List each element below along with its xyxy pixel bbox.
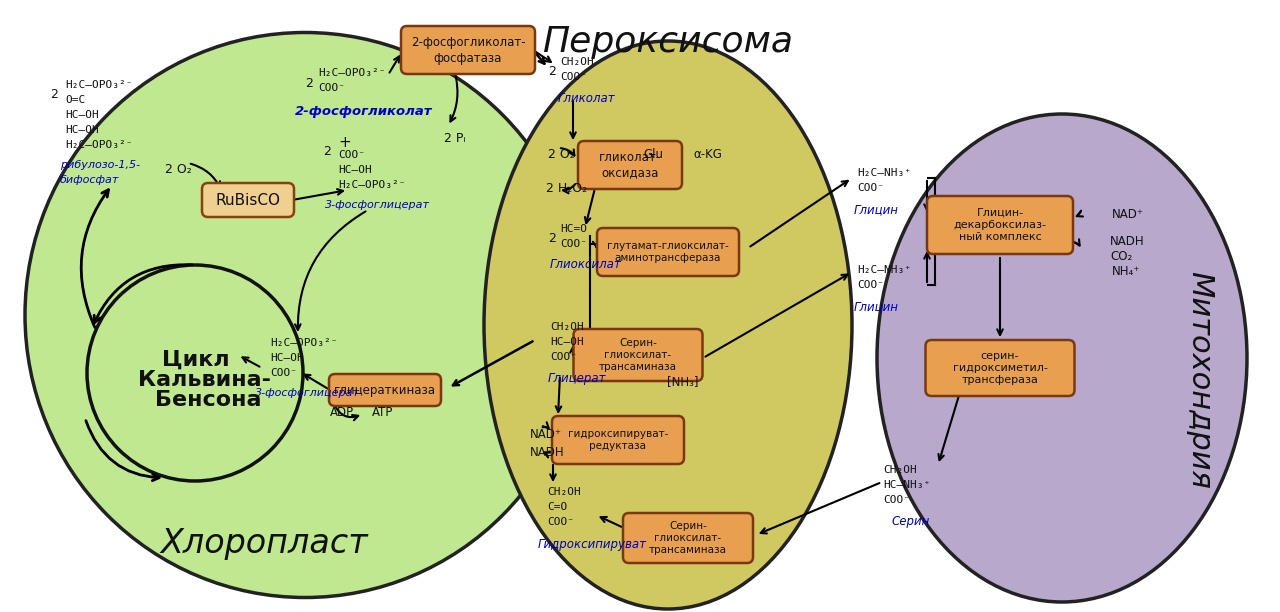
Text: Кальвина-: Кальвина-	[138, 370, 271, 390]
Text: CH₂OH: CH₂OH	[561, 57, 594, 67]
FancyBboxPatch shape	[573, 329, 703, 381]
Text: Глицерат: Глицерат	[548, 372, 607, 385]
Text: HC—OH: HC—OH	[65, 110, 99, 120]
Text: Глицин-
декарбоксилаз-
ный комплекс: Глицин- декарбоксилаз- ный комплекс	[954, 207, 1047, 242]
Text: COO⁻: COO⁻	[547, 517, 573, 527]
Text: Митохондрия: Митохондрия	[1185, 271, 1215, 489]
Text: H₂C—OPO₃²⁻: H₂C—OPO₃²⁻	[317, 68, 385, 78]
Text: 2-фосфогликолат: 2-фосфогликолат	[294, 105, 433, 118]
Text: 2: 2	[548, 232, 556, 245]
Text: HC—OH: HC—OH	[65, 125, 99, 135]
Text: H₂C—OPO₃²⁻: H₂C—OPO₃²⁻	[65, 140, 133, 150]
FancyBboxPatch shape	[596, 228, 739, 276]
Text: Серин-
глиоксилат-
трансаминаза: Серин- глиоксилат- трансаминаза	[649, 521, 727, 556]
Text: HC—OH: HC—OH	[270, 353, 303, 363]
Text: NAD⁺: NAD⁺	[530, 428, 562, 441]
Text: 2: 2	[50, 88, 58, 101]
Text: глутамат-глиоксилат-
аминотрансфераза: глутамат-глиоксилат- аминотрансфераза	[607, 241, 728, 263]
Text: Гликолат: Гликолат	[558, 92, 616, 105]
Text: RuBisCO: RuBisCO	[215, 193, 280, 207]
Text: HC—OH: HC—OH	[338, 165, 371, 175]
FancyBboxPatch shape	[329, 374, 442, 406]
Text: COO⁻: COO⁻	[550, 352, 577, 362]
Text: COO⁻: COO⁻	[561, 239, 588, 249]
Text: NH₄⁺: NH₄⁺	[1112, 265, 1140, 278]
Text: CH₂OH: CH₂OH	[550, 322, 584, 332]
Text: 3-фосфоглицерат: 3-фосфоглицерат	[255, 388, 360, 398]
FancyBboxPatch shape	[401, 26, 535, 74]
Text: H₂C—NH₃⁺: H₂C—NH₃⁺	[858, 168, 911, 178]
FancyBboxPatch shape	[927, 196, 1073, 254]
Text: O=C: O=C	[65, 95, 86, 105]
Text: COO⁻: COO⁻	[270, 368, 297, 378]
Text: NAD⁺: NAD⁺	[1112, 208, 1144, 221]
Text: Хлоропласт: Хлоропласт	[160, 527, 367, 560]
Text: ADP: ADP	[330, 406, 355, 419]
Text: COO⁻: COO⁻	[858, 280, 884, 290]
Text: NADH: NADH	[530, 446, 564, 459]
Text: Цикл: Цикл	[163, 350, 229, 370]
Text: 2: 2	[548, 65, 556, 78]
Text: 2 Pᵢ: 2 Pᵢ	[444, 132, 466, 145]
Text: рибулозо-1,5-: рибулозо-1,5-	[60, 160, 140, 170]
Text: H₂C—OPO₃²⁻: H₂C—OPO₃²⁻	[338, 180, 406, 190]
Text: H₂C—OPO₃²⁻: H₂C—OPO₃²⁻	[270, 338, 338, 348]
Text: 2: 2	[305, 77, 312, 90]
Text: Бенсона: Бенсона	[155, 390, 261, 410]
Text: Серин-
глиоксилат-
трансаминаза: Серин- глиоксилат- трансаминаза	[599, 338, 677, 372]
Text: глицераткиназа: глицераткиназа	[334, 384, 436, 397]
Text: α-KG: α-KG	[692, 148, 722, 161]
Text: H₂C—NH₃⁺: H₂C—NH₃⁺	[858, 265, 911, 275]
Text: ATP: ATP	[372, 406, 393, 419]
Text: HC=O: HC=O	[561, 224, 588, 234]
Text: COO⁻: COO⁻	[338, 150, 365, 160]
Text: COO⁻: COO⁻	[883, 495, 910, 505]
Text: HC—OH: HC—OH	[550, 337, 584, 347]
Text: Glu: Glu	[643, 148, 663, 161]
Text: Серин: Серин	[892, 515, 931, 528]
Text: CH₂OH: CH₂OH	[883, 465, 916, 475]
Text: NADH: NADH	[1110, 235, 1144, 248]
Text: HC—NH₃⁺: HC—NH₃⁺	[883, 480, 931, 490]
FancyBboxPatch shape	[202, 183, 294, 217]
Text: Гидроксипируват: Гидроксипируват	[538, 538, 646, 551]
FancyBboxPatch shape	[552, 416, 684, 464]
Text: 2 O₂: 2 O₂	[165, 163, 192, 176]
Text: Глиоксилат: Глиоксилат	[550, 258, 622, 271]
Text: серин-
гидроксиметил-
трансфераза: серин- гидроксиметил- трансфераза	[952, 351, 1047, 386]
Text: Пероксисома: Пероксисома	[543, 25, 794, 59]
Ellipse shape	[484, 41, 852, 609]
Text: COO⁻: COO⁻	[561, 72, 588, 82]
Text: Глицин: Глицин	[854, 203, 899, 216]
Text: +: +	[338, 135, 351, 150]
Text: COO⁻: COO⁻	[317, 83, 346, 93]
FancyBboxPatch shape	[579, 141, 682, 189]
Text: H₂C—OPO₃²⁻: H₂C—OPO₃²⁻	[65, 80, 133, 90]
Text: гидроксипируват-
редуктаза: гидроксипируват- редуктаза	[568, 429, 668, 451]
Text: C=O: C=O	[547, 502, 567, 512]
Text: Глицин: Глицин	[854, 300, 899, 313]
Text: [NH₃]: [NH₃]	[667, 375, 699, 388]
Text: бифосфат: бифосфат	[60, 175, 119, 185]
Ellipse shape	[26, 32, 585, 597]
Text: гликолат-
оксидаза: гликолат- оксидаза	[599, 151, 660, 179]
Text: CH₂OH: CH₂OH	[547, 487, 581, 497]
Text: 3-фосфоглицерат: 3-фосфоглицерат	[325, 200, 430, 210]
Text: 2 H₂O₂: 2 H₂O₂	[547, 182, 588, 195]
FancyBboxPatch shape	[623, 513, 753, 563]
Text: 2: 2	[323, 145, 330, 158]
Text: COO⁻: COO⁻	[858, 183, 884, 193]
FancyBboxPatch shape	[925, 340, 1074, 396]
Text: 2 O₂: 2 O₂	[548, 148, 575, 161]
Text: 2-фосфогликолат-
фосфатаза: 2-фосфогликолат- фосфатаза	[411, 35, 525, 64]
Text: CO₂: CO₂	[1110, 250, 1133, 263]
Ellipse shape	[877, 114, 1247, 602]
